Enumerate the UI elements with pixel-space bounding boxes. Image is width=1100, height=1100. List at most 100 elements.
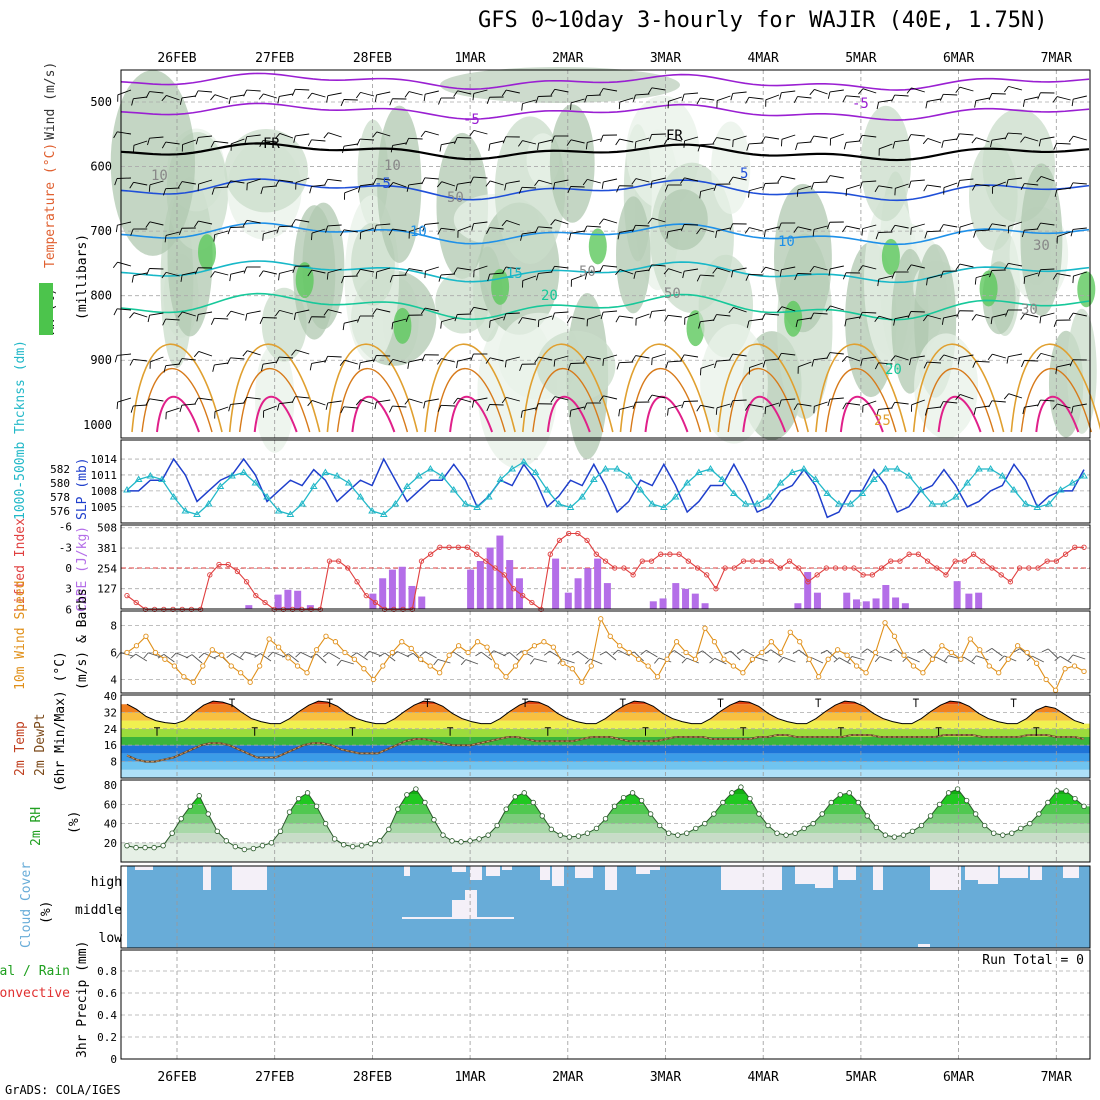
rh-point xyxy=(675,832,681,838)
wind-barb-flag xyxy=(696,228,702,235)
li-tick-label: -6 xyxy=(59,521,72,534)
rh-blob xyxy=(700,323,768,444)
wind10m-barb-flag xyxy=(378,652,386,657)
lifted-index-point xyxy=(602,558,609,564)
rh-shading xyxy=(110,67,1097,469)
thickness-point xyxy=(461,500,470,507)
lifted-index-point xyxy=(1044,558,1050,564)
wind-barb-flag xyxy=(631,355,636,362)
wind-barb xyxy=(295,219,310,223)
cape-bar xyxy=(672,583,680,609)
lifted-index-point xyxy=(1016,565,1023,571)
wind-barb-flag xyxy=(1071,99,1074,107)
wind10m-barb xyxy=(204,652,217,660)
cape-bar xyxy=(584,568,592,609)
lifted-index-point xyxy=(740,558,747,564)
wind-barb xyxy=(149,398,164,402)
contour-label: 50 xyxy=(579,264,596,280)
wind-barb-flag xyxy=(453,267,458,275)
cape-bar xyxy=(862,601,870,609)
wind-speed-point xyxy=(389,649,395,656)
cape-bar xyxy=(701,603,709,609)
wind-barb xyxy=(262,361,277,365)
wind-barb-flag xyxy=(698,321,701,329)
wind-barb xyxy=(425,90,439,95)
wind-barb xyxy=(635,93,650,96)
rh-point xyxy=(277,828,284,834)
wind-barb xyxy=(700,319,715,323)
wind-barb-flag xyxy=(696,97,701,105)
wind-barb xyxy=(425,266,439,272)
wind-speed-point xyxy=(332,639,339,645)
wind10m-barb xyxy=(341,659,354,665)
wind-barb xyxy=(1040,136,1055,140)
wind-barb xyxy=(587,178,601,184)
lifted-index-point xyxy=(437,544,443,550)
footer-credit: GrADS: COLA/IGES xyxy=(5,1083,121,1097)
rh-blob-high xyxy=(1077,271,1096,308)
wind10m-barb xyxy=(826,649,838,660)
temp-band xyxy=(121,769,1090,778)
wind-barb xyxy=(554,396,569,401)
wind-barb xyxy=(765,402,780,408)
wind-speed-point xyxy=(910,663,917,669)
wind-barb-flag xyxy=(373,355,377,363)
wind-barb xyxy=(522,99,537,105)
wind-barb xyxy=(312,400,326,406)
cloud-high-clear xyxy=(636,866,650,874)
wind-barb xyxy=(749,227,763,232)
wind-barb-flag xyxy=(436,181,443,188)
wind-speed-point xyxy=(768,639,774,645)
wind10m-barb xyxy=(562,658,575,664)
wind10m-barb-flag xyxy=(943,655,949,662)
wind-barb-flag xyxy=(276,226,280,234)
wind10m-barb-flag xyxy=(115,652,121,659)
wind-barb-flag xyxy=(681,94,685,102)
wind-speed-point xyxy=(541,639,547,645)
wind-barb-flag xyxy=(292,266,296,273)
wind-barb-flag xyxy=(779,92,782,100)
wind-barb-flag xyxy=(632,402,636,409)
wind-barb-flag xyxy=(470,176,474,184)
wind-speed-point xyxy=(607,633,613,639)
wind-barb-flag xyxy=(729,223,734,231)
wind-barb xyxy=(505,180,520,184)
wind-barb-flag xyxy=(537,143,540,151)
dewpoint-line-dash xyxy=(126,734,1085,763)
wind-barb-flag xyxy=(712,314,717,321)
wind10m-panel xyxy=(120,610,1091,694)
lifted-index-point xyxy=(464,544,471,550)
wind10m-barb-flag xyxy=(1013,648,1021,653)
cape-bar xyxy=(882,585,890,609)
wind-barb xyxy=(198,135,213,138)
lifted-index-point xyxy=(897,558,903,564)
thickness-point xyxy=(835,500,843,507)
wind-barb-flag xyxy=(404,268,410,275)
wind-speed-point xyxy=(844,652,850,658)
wind-barb xyxy=(619,229,634,233)
thickness-point xyxy=(123,486,131,493)
wind-speed-point xyxy=(531,643,538,649)
wind-speed-point xyxy=(740,670,746,676)
lifted-index-point xyxy=(566,530,572,537)
wind-barb-flag xyxy=(745,274,750,281)
wind-speed-point xyxy=(370,676,377,683)
wind-barb xyxy=(586,270,601,274)
rh-point xyxy=(485,832,491,838)
wind-barb xyxy=(133,272,148,277)
wind-barb-flag xyxy=(583,225,588,233)
rh-point xyxy=(268,840,275,846)
wind-barb-flag xyxy=(939,401,944,408)
wind-speed-point xyxy=(806,656,812,662)
wind-barb-flag xyxy=(828,268,831,276)
isotherm-35 xyxy=(351,396,396,433)
cloud-high-clear xyxy=(795,866,820,884)
wind-barb xyxy=(424,177,439,180)
wind-speed-point xyxy=(247,679,253,685)
wind-barb xyxy=(684,92,699,95)
wind10m-barb-flag xyxy=(171,652,177,659)
wind-speed-point xyxy=(702,625,708,631)
wind-barb xyxy=(133,181,148,186)
wind-barb-flag xyxy=(502,266,507,274)
rh-point xyxy=(918,822,925,829)
